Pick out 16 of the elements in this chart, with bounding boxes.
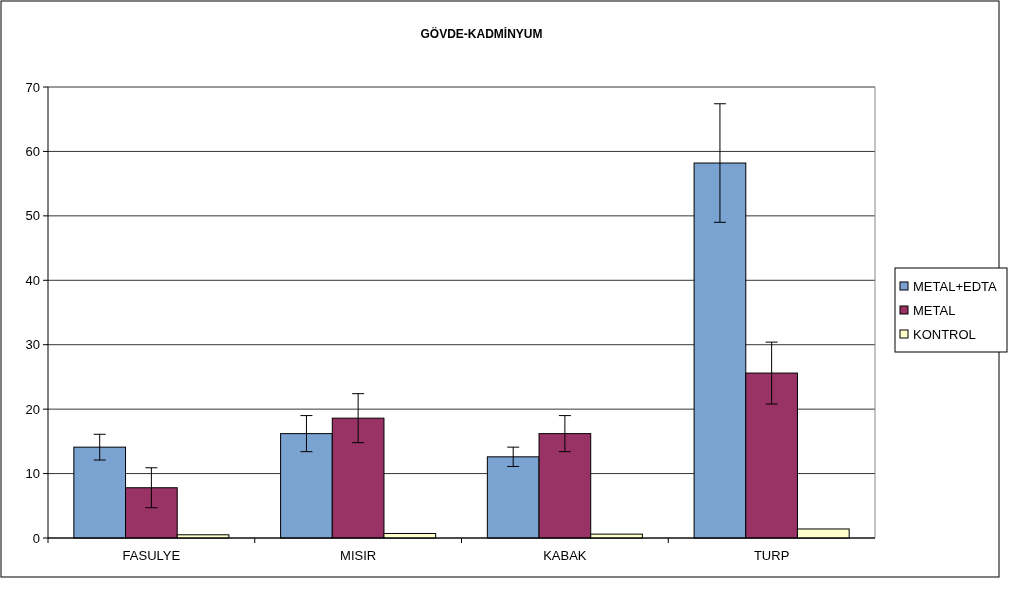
x-tick-label: FASULYE bbox=[122, 548, 181, 563]
y-tick-label: 30 bbox=[25, 337, 40, 353]
y-tick-label: 0 bbox=[32, 530, 40, 546]
y-tick-label: 60 bbox=[25, 143, 40, 159]
x-tick-label: TURP bbox=[753, 548, 790, 563]
legend-label: METAL+EDTA bbox=[913, 278, 997, 294]
legend-label: KONTROL bbox=[913, 326, 976, 342]
y-tick-label: 20 bbox=[25, 401, 40, 417]
legend-label: METAL bbox=[913, 302, 956, 318]
y-tick-label: 10 bbox=[25, 466, 40, 482]
y-tick-label: 70 bbox=[25, 79, 40, 95]
y-tick-label: 50 bbox=[25, 208, 40, 224]
x-tick-label: KABAK bbox=[543, 548, 587, 563]
y-tick-label: 40 bbox=[25, 272, 40, 288]
x-tick-label: MISIR bbox=[340, 548, 377, 563]
chart-title: GÖVDE-KADMİNYUM bbox=[420, 26, 543, 41]
